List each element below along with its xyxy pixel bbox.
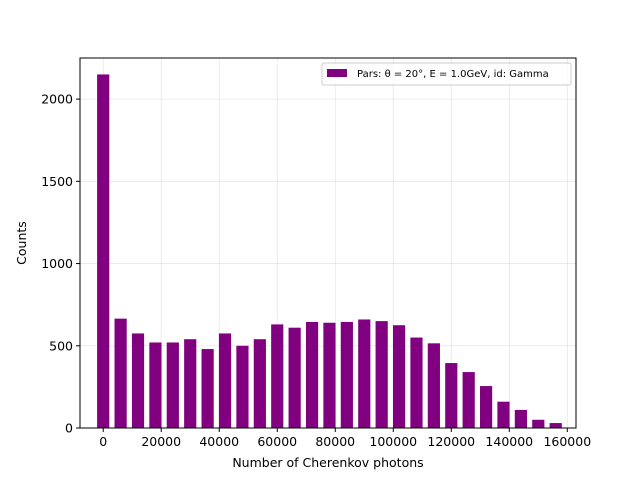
legend: Pars: θ = 20°, E = 1.0GeV, id: Gamma <box>321 62 572 86</box>
y-tick-label: 500 <box>49 338 73 353</box>
x-tick-label: 140000 <box>485 434 533 449</box>
legend-label: Pars: θ = 20°, E = 1.0GeV, id: Gamma <box>357 69 549 80</box>
y-tick-label: 1500 <box>41 174 73 189</box>
histogram-bar <box>149 342 162 428</box>
bars <box>97 74 562 428</box>
y-tick-label: 1000 <box>41 256 73 271</box>
x-tick-label: 0 <box>99 434 107 449</box>
histogram-bar <box>462 372 475 428</box>
histogram-bar <box>392 325 406 428</box>
histogram-bar <box>236 345 249 428</box>
histogram-bar <box>340 321 353 428</box>
histogram-bar <box>253 339 266 428</box>
histogram-bar <box>549 423 562 428</box>
histogram-bar <box>97 74 110 428</box>
y-axis-label: Counts <box>14 221 29 265</box>
histogram-bar <box>358 319 371 428</box>
histogram-bar <box>323 322 336 428</box>
histogram-bar <box>201 349 214 428</box>
histogram-bar <box>497 401 510 428</box>
x-tick-label: 20000 <box>141 434 181 449</box>
histogram-bar <box>166 342 179 428</box>
histogram-bar <box>410 337 423 428</box>
histogram-bar <box>131 333 145 428</box>
histogram-bar <box>271 324 284 428</box>
x-axis-label: Number of Cherenkov photons <box>232 455 423 470</box>
histogram-bar <box>114 318 127 428</box>
legend-swatch <box>327 69 347 77</box>
plot-frame <box>79 57 577 429</box>
x-tick-label: 100000 <box>369 434 417 449</box>
histogram-bar <box>427 343 440 428</box>
x-axis-ticks: 0 20000 40000 60000 80000 100000 120000 140000 1… <box>99 428 591 449</box>
x-tick-label: 80000 <box>315 434 355 449</box>
legend-box <box>321 62 572 86</box>
histogram-bar <box>479 386 493 428</box>
histogram-bar <box>288 327 301 428</box>
y-tick-label: 2000 <box>41 92 73 107</box>
histogram-bar <box>532 419 545 428</box>
histogram-bar <box>184 339 197 428</box>
y-axis-ticks: 0 500 1000 1500 2000 <box>41 92 80 436</box>
histogram-bar <box>218 333 232 428</box>
histogram-bar <box>445 363 458 428</box>
y-tick-label: 0 <box>65 421 73 436</box>
x-tick-label: 60000 <box>257 434 297 449</box>
histogram-bar <box>305 321 319 428</box>
histogram-bar <box>375 321 388 428</box>
x-tick-label: 40000 <box>199 434 239 449</box>
x-tick-label: 160000 <box>543 434 591 449</box>
histogram-bar <box>514 409 527 428</box>
x-tick-label: 120000 <box>427 434 475 449</box>
